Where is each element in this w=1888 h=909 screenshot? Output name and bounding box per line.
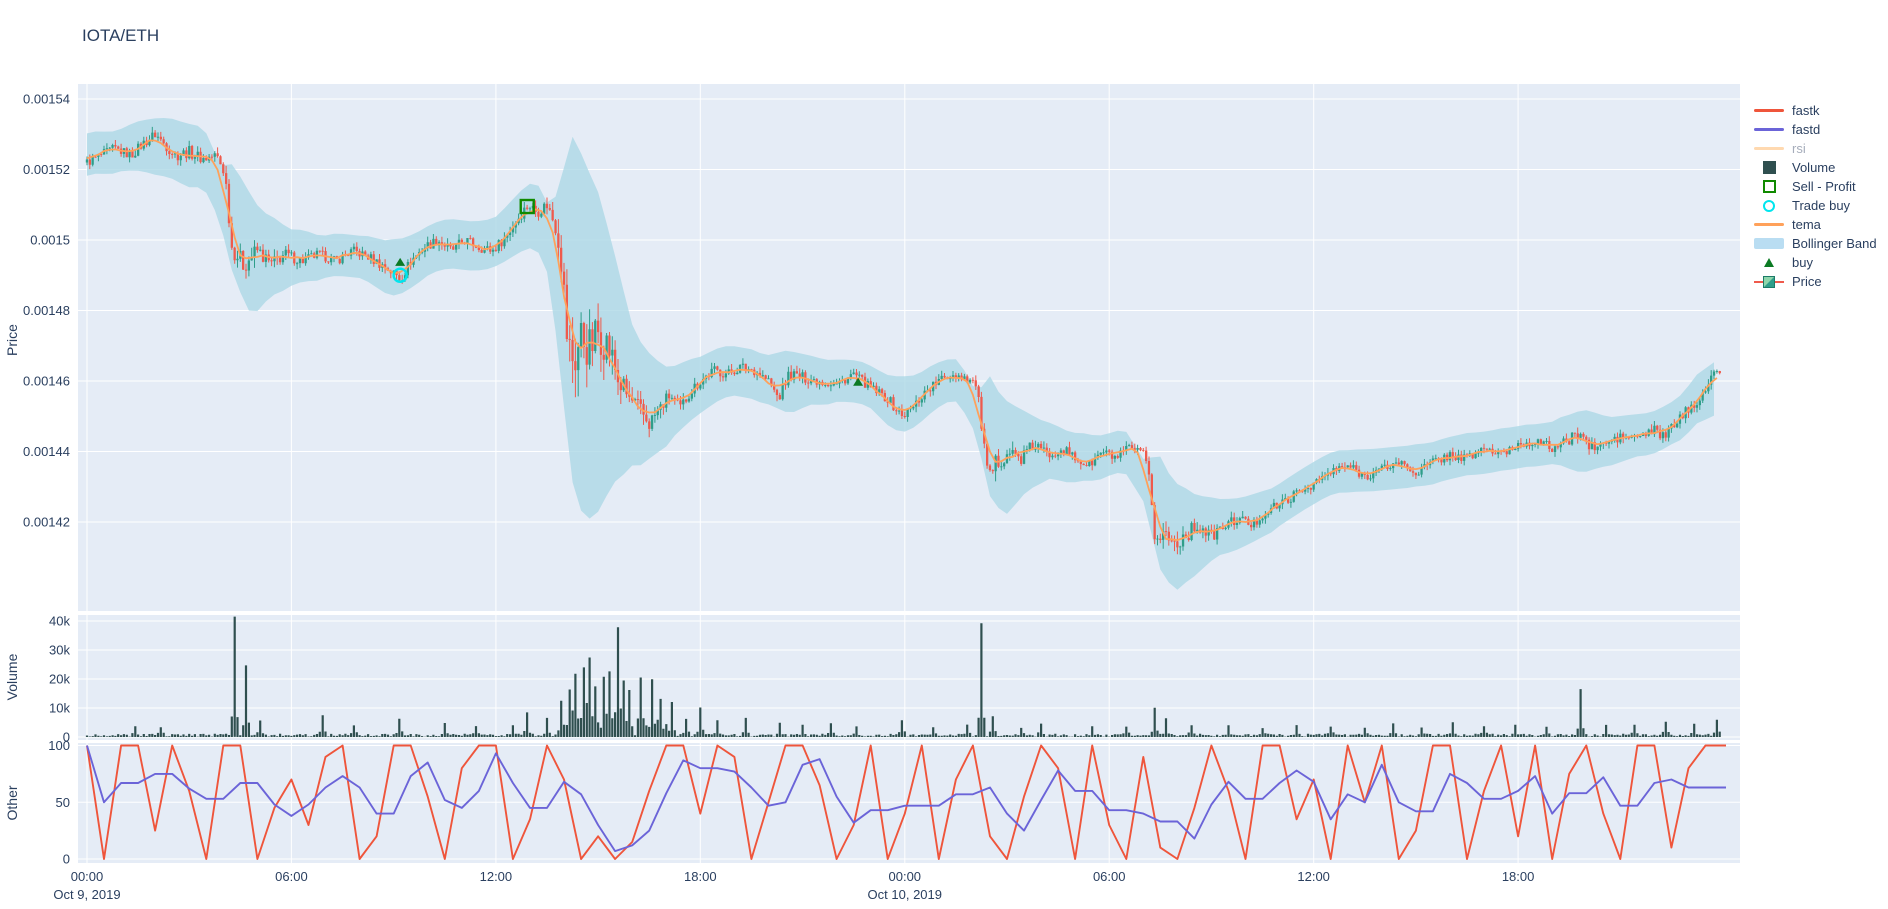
volume-axis-tick: 20k: [49, 672, 70, 687]
price-panel-background[interactable]: [78, 84, 1740, 611]
legend-label-trade-buy: Trade buy: [1792, 198, 1851, 213]
x-axis-tick: 12:00: [1297, 869, 1330, 884]
tema-legend-icon: [1752, 223, 1786, 226]
other-panel-background[interactable]: [78, 743, 1740, 863]
legend-item-buy[interactable]: buy: [1752, 253, 1877, 272]
volume-axis-tick: 40k: [49, 614, 70, 629]
fastk-line[interactable]: [86, 744, 1726, 860]
price-axis-title: Price: [4, 324, 20, 356]
volume-axis-tick: 30k: [49, 643, 70, 658]
volume-bars[interactable]: [85, 616, 1721, 737]
price-axis-tick: 0.00146: [23, 374, 70, 389]
price-axis-tick: 0.00154: [23, 92, 70, 107]
x-axis-tick: 18:00: [1502, 869, 1535, 884]
legend-label-buy: buy: [1792, 255, 1813, 270]
fastk-legend-icon: [1752, 109, 1786, 112]
legend-label-fastd: fastd: [1792, 122, 1821, 137]
price-axis-tick: 0.00152: [23, 162, 70, 177]
x-axis-tick: 00:00: [889, 869, 922, 884]
price-axis-tick: 0.00148: [23, 303, 70, 318]
legend-item-fastd[interactable]: fastd: [1752, 120, 1877, 139]
legend-label-tema: tema: [1792, 217, 1821, 232]
volume-axis-tick: 0: [63, 730, 70, 745]
volume-axis-tick: 10k: [49, 701, 70, 716]
other-axis-tick: 0: [63, 852, 70, 867]
volume-axis-title: Volume: [4, 653, 20, 700]
tema-line[interactable]: [86, 139, 1718, 541]
legend-label-fastk: fastk: [1792, 103, 1820, 118]
legend-item-fastk[interactable]: fastk: [1752, 101, 1877, 120]
buy-legend-icon: [1752, 258, 1786, 267]
price-axis-tick: 0.00142: [23, 515, 70, 530]
sell-profit-legend-icon: [1752, 180, 1786, 193]
legend-label-bollinger-band: Bollinger Band: [1792, 236, 1877, 251]
trade-buy-legend-icon: [1752, 199, 1786, 212]
legend-item-rsi[interactable]: rsi: [1752, 139, 1877, 158]
other-axis-tick: 100: [48, 738, 70, 753]
chart-title: IOTA/ETH: [82, 26, 160, 45]
legend-label-volume: Volume: [1792, 160, 1836, 175]
bollinger-band-legend-icon: [1752, 238, 1786, 249]
legend-item-volume[interactable]: Volume: [1752, 158, 1877, 177]
bollinger-band-area[interactable]: [87, 118, 1714, 590]
price-axis-tick: 0.00144: [23, 444, 70, 459]
x-axis-tick: 12:00: [480, 869, 513, 884]
legend: fastk fastd rsi Volume Sell - Profit Trade bu…: [1752, 101, 1877, 291]
sell-profit-marker[interactable]: [519, 198, 535, 215]
fastd-line[interactable]: [86, 745, 1726, 853]
price-legend-icon: [1752, 275, 1786, 289]
volume-panel-background[interactable]: [78, 615, 1740, 740]
x-axis-tick: 00:00: [71, 869, 104, 884]
legend-item-trade-buy[interactable]: Trade buy: [1752, 196, 1877, 215]
legend-label-price: Price: [1792, 274, 1822, 289]
other-axis-title: Other: [4, 785, 20, 820]
buy-signal-marker[interactable]: [395, 257, 406, 266]
x-axis-tick: 06:00: [1093, 869, 1126, 884]
legend-item-tema[interactable]: tema: [1752, 215, 1877, 234]
buy-signal-marker[interactable]: [853, 377, 864, 386]
x-axis-date: Oct 10, 2019: [868, 887, 942, 902]
x-axis-tick: 18:00: [684, 869, 717, 884]
price-axis-tick: 0.0015: [30, 233, 70, 248]
legend-label-sell-profit: Sell - Profit: [1792, 179, 1856, 194]
trade-buy-marker[interactable]: [392, 267, 408, 283]
fastd-legend-icon: [1752, 128, 1786, 131]
x-axis-date: Oct 9, 2019: [53, 887, 120, 902]
legend-item-price[interactable]: Price: [1752, 272, 1877, 291]
volume-legend-icon: [1752, 161, 1786, 174]
legend-label-rsi: rsi: [1792, 141, 1806, 156]
legend-item-sell-profit[interactable]: Sell - Profit: [1752, 177, 1877, 196]
other-axis-tick: 50: [56, 795, 70, 810]
x-axis-tick: 06:00: [275, 869, 308, 884]
rsi-legend-icon: [1752, 147, 1786, 150]
legend-item-bollinger-band[interactable]: Bollinger Band: [1752, 234, 1877, 253]
